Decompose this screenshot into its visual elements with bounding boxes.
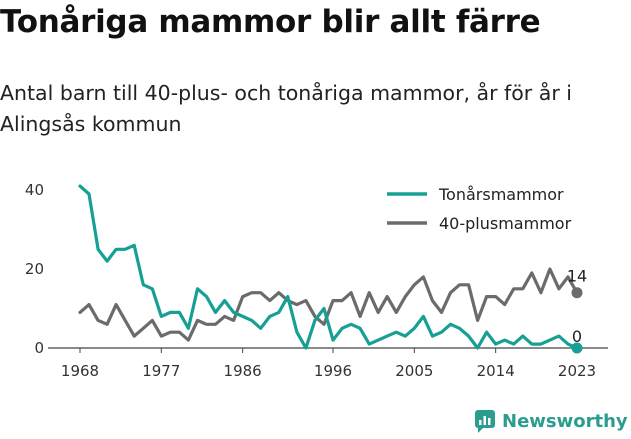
end-value-label: 0 bbox=[572, 327, 582, 346]
end-value-label: 14 bbox=[567, 267, 587, 286]
logo-text: Newsworthy bbox=[502, 410, 628, 432]
newsworthy-logo: Newsworthy bbox=[474, 409, 628, 433]
y-tick-label: 40 bbox=[25, 181, 44, 199]
x-tick-label: 1996 bbox=[314, 362, 352, 380]
x-tick-label: 1968 bbox=[61, 362, 99, 380]
x-tick-label: 2023 bbox=[558, 362, 596, 380]
x-tick-label: 1977 bbox=[142, 362, 180, 380]
newsworthy-logo-icon bbox=[475, 410, 495, 433]
legend-label: Tonårsmammor bbox=[438, 185, 564, 204]
y-tick-label: 0 bbox=[34, 339, 44, 357]
x-tick-label: 1986 bbox=[224, 362, 262, 380]
y-tick-label: 20 bbox=[25, 260, 44, 278]
legend-label: 40-plusmammor bbox=[439, 214, 572, 233]
x-tick-label: 2014 bbox=[477, 362, 515, 380]
series-line-40-plusmammor bbox=[78, 267, 579, 342]
chart-subtitle: Antal barn till 40-plus- och tonåriga ma… bbox=[0, 81, 572, 136]
axis-layer: 0 20 40 1968 1977 1986 1996 2005 2014 2023 bbox=[25, 181, 608, 380]
end-point-tonarsmammor bbox=[571, 342, 583, 354]
series-line-tonarsmammor bbox=[78, 184, 579, 350]
chart-title: Tonåriga mammor blir allt färre bbox=[0, 4, 541, 40]
x-tick-label: 2005 bbox=[395, 362, 433, 380]
legend: Tonårsmammor 40-plusmammor bbox=[387, 185, 572, 233]
end-point-40-plusmammor bbox=[571, 287, 583, 299]
series-layer: 14 0 bbox=[78, 184, 587, 354]
